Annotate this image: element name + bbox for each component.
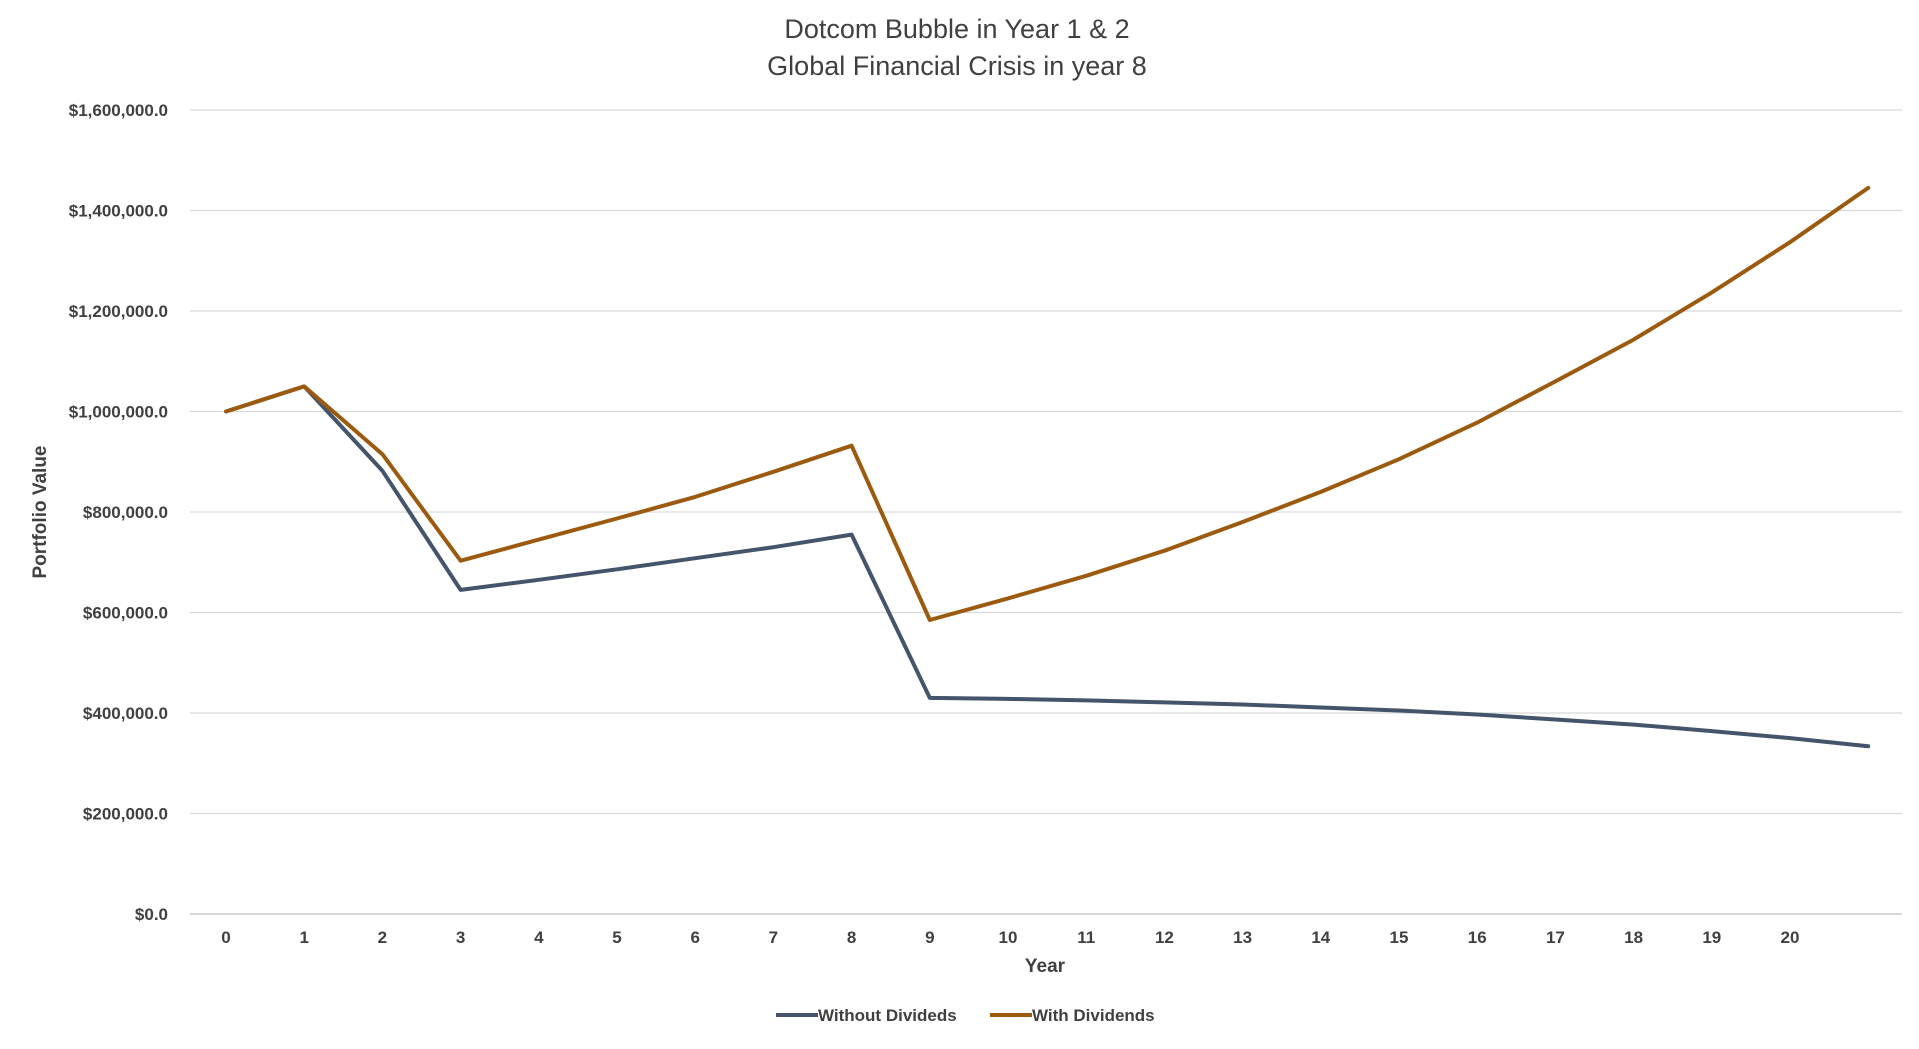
x-tick-label: 2 [378, 928, 387, 947]
y-tick-label: $1,200,000.0 [69, 302, 168, 321]
x-tick-label: 0 [221, 928, 230, 947]
legend-label-0: Without Divideds [818, 1006, 957, 1025]
y-tick-label: $600,000.0 [83, 604, 168, 623]
x-axis-ticks: 0 1 2 3 4 5 6 7 8 9 10 11 12 13 14 15 16 17 18 19 20 [221, 928, 1799, 947]
x-tick-label: 16 [1468, 928, 1487, 947]
x-tick-label: 6 [690, 928, 699, 947]
y-tick-label: $400,000.0 [83, 704, 168, 723]
chart-title-line-1: Dotcom Bubble in Year 1 & 2 [784, 14, 1129, 44]
x-tick-label: 3 [456, 928, 465, 947]
x-tick-label: 7 [769, 928, 778, 947]
x-tick-label: 5 [612, 928, 621, 947]
x-tick-label: 14 [1311, 928, 1330, 947]
gridlines [190, 109, 1902, 915]
x-tick-label: 11 [1077, 928, 1095, 947]
x-tick-label: 9 [925, 928, 934, 947]
y-tick-label: $800,000.0 [83, 503, 168, 522]
series-line-1 [224, 185, 1871, 622]
x-tick-label: 13 [1233, 928, 1252, 947]
y-axis-label: Portfolio Value [30, 445, 51, 578]
y-tick-label: $1,000,000.0 [69, 403, 168, 422]
x-tick-label: 17 [1546, 928, 1565, 947]
x-tick-label: 4 [534, 928, 544, 947]
x-tick-label: 12 [1155, 928, 1174, 947]
y-tick-label: $1,400,000.0 [69, 202, 168, 221]
x-tick-label: 19 [1702, 928, 1721, 947]
x-tick-label: 8 [847, 928, 856, 947]
chart-title-line-2: Global Financial Crisis in year 8 [767, 51, 1147, 81]
x-tick-label: 10 [999, 928, 1018, 947]
x-tick-label: 1 [299, 928, 308, 947]
y-tick-label: $0.0 [135, 905, 168, 924]
y-tick-label: $200,000.0 [83, 805, 168, 824]
series-line-0 [224, 384, 1871, 749]
y-tick-label: $1,600,000.0 [69, 101, 168, 120]
y-axis-ticks: $0.0 $200,000.0 $400,000.0 $600,000.0 $800,0… [69, 101, 168, 924]
x-tick-label: 15 [1390, 928, 1409, 947]
legend-label-1: With Dividends [1032, 1006, 1155, 1025]
x-tick-label: 18 [1624, 928, 1643, 947]
x-axis-label: Year [1025, 956, 1066, 977]
legend: Without Divideds With Dividends [776, 1006, 1155, 1025]
series-lines [224, 185, 1871, 749]
x-tick-label: 20 [1781, 928, 1800, 947]
